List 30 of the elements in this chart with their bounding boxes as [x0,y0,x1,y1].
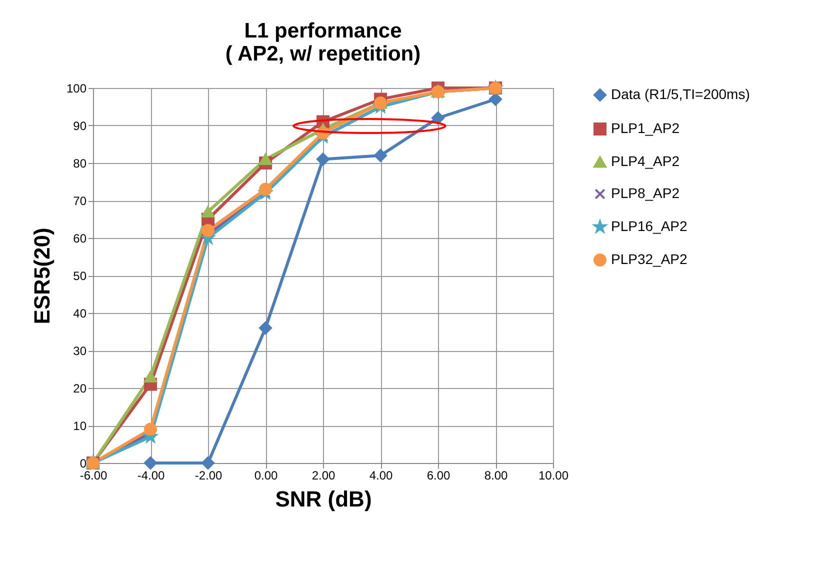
legend-label: Data (R1/5,TI=200ms) [611,86,750,102]
y-tick-label: 80 [73,156,87,170]
x-axis-title: SNR (dB) [275,486,372,512]
y-tick-label: 20 [73,382,87,396]
text: ( AP2, w/ repetition) [225,42,421,66]
x-tick-label: 2.00 [312,468,336,482]
legend-label: PLP1_AP2 [611,120,680,136]
x-tick-label: 4.00 [369,468,393,482]
legend-label: PLP8_AP2 [611,185,680,201]
x-tick-label: 0.00 [254,468,278,482]
x-tick-label: 6.00 [426,468,450,482]
y-tick-label: 40 [73,306,87,320]
y-tick-label: 0 [80,456,87,470]
x-tick-label: 8.00 [484,468,508,482]
x-tick-label: -6.00 [80,468,108,482]
y-axis-title: ESR5(20) [29,228,54,324]
y-tick-label: 70 [73,194,87,208]
y-tick-label: 60 [73,232,87,246]
legend-label: PLP4_AP2 [611,153,680,169]
y-tick-label: 10 [73,419,87,433]
text: L1 performance [244,20,402,43]
y-tick-label: 50 [73,269,87,283]
x-tick-label: -2.00 [194,468,222,482]
legend-label: PLP32_AP2 [611,251,688,267]
y-tick-label: 100 [66,82,87,96]
legend-label: PLP16_AP2 [611,218,688,234]
y-tick-label: 90 [73,119,87,133]
x-tick-label: 10.00 [538,468,569,482]
x-tick-label: -4.00 [137,468,165,482]
y-tick-label: 30 [73,344,87,358]
